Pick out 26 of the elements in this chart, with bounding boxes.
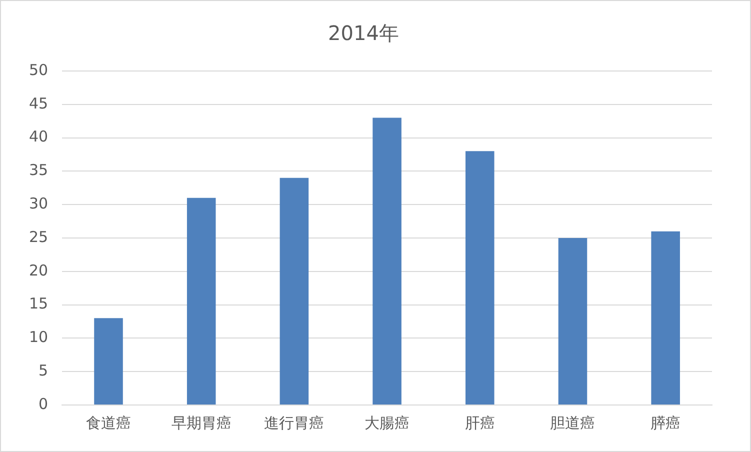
- x-tick-label: 大腸癌: [364, 414, 410, 432]
- y-tick-label: 15: [28, 294, 48, 313]
- bar: [466, 151, 494, 404]
- y-tick-label: 10: [28, 328, 48, 346]
- y-tick-label: 5: [38, 361, 48, 380]
- x-tick-label: 食道癌: [86, 414, 132, 432]
- x-tick-label: 膵癌: [650, 414, 681, 432]
- y-tick-label: 30: [28, 194, 48, 212]
- bar: [94, 318, 123, 404]
- chart-title: 2014年: [328, 21, 399, 46]
- y-tick-label: 50: [28, 60, 48, 79]
- y-tick-label: 35: [28, 161, 48, 180]
- y-tick-label: 0: [38, 394, 48, 413]
- bar: [186, 198, 216, 404]
- y-tick-label: 40: [28, 128, 48, 146]
- bar: [280, 178, 309, 404]
- x-tick-label: 早期胃癌: [171, 414, 232, 432]
- bar: [372, 118, 402, 404]
- bar: [558, 238, 588, 404]
- y-tick-label: 20: [28, 261, 48, 280]
- x-tick-label: 進行胃癌: [264, 414, 324, 432]
- x-tick-label: 肝癌: [464, 414, 495, 432]
- x-tick-label: 胆道癌: [550, 414, 596, 432]
- y-tick-label: 45: [28, 94, 48, 112]
- bar: [651, 231, 680, 404]
- y-tick-label: 25: [28, 228, 48, 246]
